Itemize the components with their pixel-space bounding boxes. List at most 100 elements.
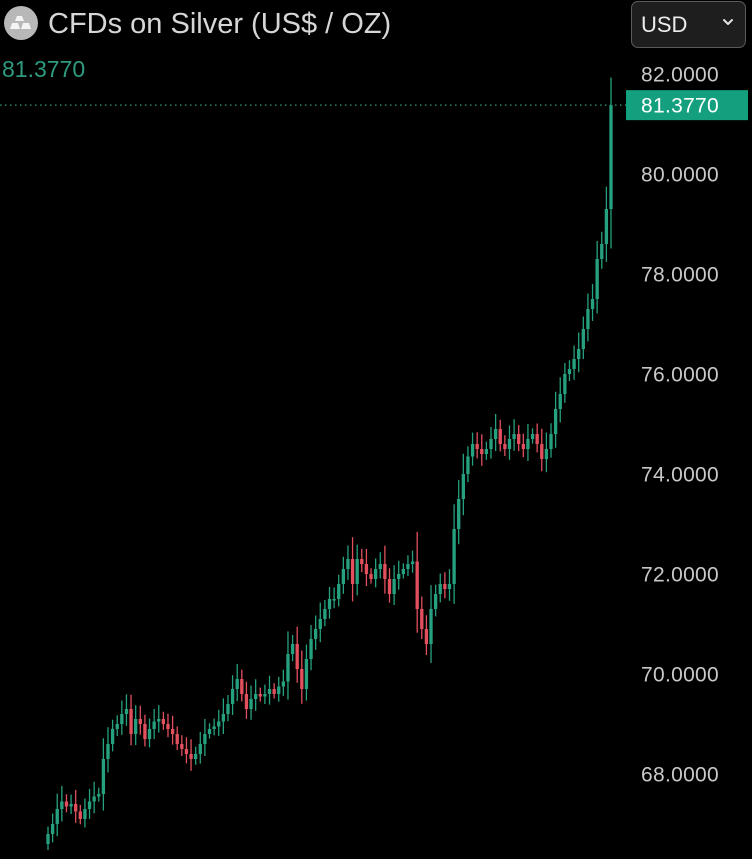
candle-up bbox=[115, 724, 119, 729]
candle-down bbox=[175, 734, 179, 744]
candle-up bbox=[304, 659, 309, 689]
candle-down bbox=[129, 709, 133, 734]
candle-up bbox=[572, 359, 576, 369]
candle-up bbox=[595, 259, 599, 299]
candle-down bbox=[272, 689, 276, 694]
candle-up bbox=[530, 434, 535, 439]
candle-down bbox=[258, 694, 262, 697]
candle-down bbox=[420, 609, 424, 629]
candle-up bbox=[152, 721, 156, 729]
candle-down bbox=[184, 749, 189, 754]
candle-up bbox=[267, 689, 272, 694]
candle-up bbox=[226, 704, 230, 714]
candle-up bbox=[332, 599, 336, 601]
candle-up bbox=[406, 564, 410, 569]
candle-up bbox=[484, 449, 489, 454]
candle-up bbox=[457, 499, 461, 529]
candle-up bbox=[447, 584, 452, 589]
candle-up bbox=[263, 694, 267, 697]
candle-up bbox=[590, 299, 595, 309]
candle-down bbox=[424, 629, 429, 644]
last-price-readout: 81.3770 bbox=[2, 56, 86, 82]
candle-up bbox=[106, 744, 110, 759]
candle-down bbox=[166, 724, 170, 729]
candle-up bbox=[203, 734, 207, 744]
currency-select[interactable]: USD bbox=[631, 1, 746, 48]
candle-up bbox=[221, 714, 226, 722]
candle-down bbox=[74, 804, 78, 812]
candle-up bbox=[55, 809, 59, 824]
candle-down bbox=[138, 719, 142, 724]
candle-up bbox=[397, 574, 401, 579]
candle-up bbox=[101, 759, 106, 794]
current-price-label: 81.3770 bbox=[641, 95, 719, 118]
y-tick-label: 74.0000 bbox=[641, 464, 719, 487]
candle-up bbox=[290, 644, 295, 654]
candle-up bbox=[373, 569, 378, 579]
candle-up bbox=[194, 754, 198, 759]
candle-up bbox=[69, 804, 73, 807]
candle-up bbox=[461, 474, 465, 499]
candle-up bbox=[563, 374, 567, 394]
candle-down bbox=[180, 744, 184, 749]
y-tick-label: 70.0000 bbox=[641, 664, 719, 687]
candle-up bbox=[429, 609, 433, 644]
candle-up bbox=[581, 329, 585, 349]
candle-up bbox=[217, 721, 221, 727]
y-tick-label: 80.0000 bbox=[641, 164, 719, 187]
candle-up bbox=[355, 559, 359, 584]
candle-up bbox=[83, 809, 87, 819]
candle-up bbox=[609, 105, 613, 209]
price-axis[interactable]: 68.0000 70.0000 72.0000 74.0000 76.0000 78.00… bbox=[641, 64, 719, 787]
y-tick-label: 72.0000 bbox=[641, 564, 719, 587]
candle-up bbox=[438, 584, 442, 594]
candle-down bbox=[360, 559, 364, 564]
candle-down bbox=[540, 444, 544, 459]
candle-down bbox=[383, 564, 387, 579]
candle-up bbox=[489, 439, 493, 449]
candle-up bbox=[507, 439, 512, 449]
candle-up bbox=[452, 529, 456, 584]
candle-up bbox=[337, 584, 341, 599]
y-tick-label: 82.0000 bbox=[641, 64, 719, 87]
candle-up bbox=[110, 729, 115, 744]
candle-up bbox=[600, 244, 604, 259]
y-tick-label: 76.0000 bbox=[641, 364, 719, 387]
candle-up bbox=[198, 744, 202, 754]
candle-up bbox=[120, 714, 124, 724]
instrument-title: CFDs on Silver (US$ / OZ) bbox=[48, 8, 392, 40]
candle-up bbox=[134, 719, 138, 734]
candle-down bbox=[161, 719, 166, 724]
candle-up bbox=[526, 439, 530, 449]
candle-up bbox=[230, 689, 235, 704]
candle-up bbox=[46, 834, 50, 844]
candle-up bbox=[277, 686, 281, 694]
candle-up bbox=[254, 694, 258, 699]
candle-up bbox=[318, 619, 322, 629]
candle-up bbox=[512, 434, 516, 439]
current-price-tag: 81.3770 bbox=[626, 90, 748, 121]
candle-down bbox=[300, 669, 304, 689]
candle-up bbox=[92, 796, 96, 802]
candle-down bbox=[498, 429, 502, 444]
candle-up bbox=[544, 449, 549, 459]
candle-down bbox=[364, 564, 369, 574]
candle-down bbox=[369, 574, 373, 579]
candle-up bbox=[341, 569, 346, 584]
chevron-down-icon bbox=[723, 19, 733, 25]
candle-down bbox=[189, 754, 193, 759]
candle-up bbox=[309, 639, 313, 659]
candle-up bbox=[604, 209, 609, 244]
candle-down bbox=[64, 801, 69, 807]
candle-up bbox=[249, 699, 253, 709]
candle-up bbox=[466, 456, 470, 474]
candle-up bbox=[281, 681, 286, 687]
candle-up bbox=[286, 654, 290, 682]
candle-up bbox=[493, 429, 498, 439]
candle-up bbox=[470, 444, 475, 457]
candle-down bbox=[517, 434, 521, 444]
candle-up bbox=[327, 599, 332, 609]
candle-down bbox=[244, 694, 249, 709]
